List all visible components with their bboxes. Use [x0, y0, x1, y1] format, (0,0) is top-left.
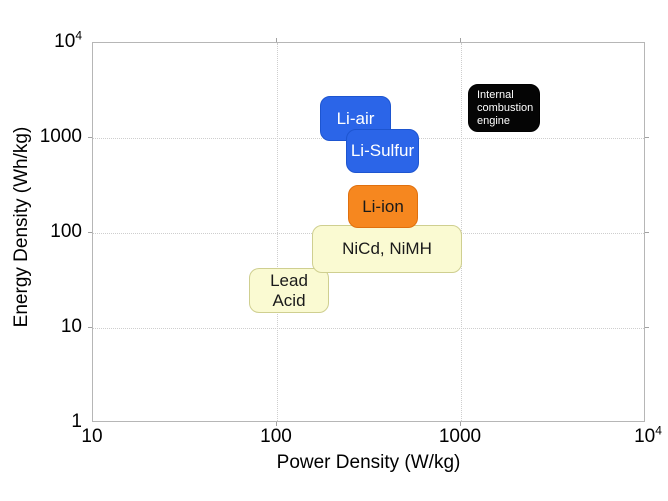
- x-tick-label-1000: 1000: [438, 426, 482, 447]
- region-ice-label-line3: engine: [477, 114, 511, 127]
- region-li-ion-label: Li-ion: [362, 196, 404, 216]
- y-tick-label-1: 1: [71, 411, 82, 432]
- y-axis-tick-left-1000: [88, 137, 92, 138]
- plot-area: Lead Acid NiCd, NiMH Li-ion Li-air Li-Su…: [92, 42, 645, 422]
- y-axis-tick-left-100: [88, 232, 92, 233]
- y-tick-label-10e4: 104: [54, 28, 82, 52]
- y-axis-tick-right-100: [645, 232, 649, 233]
- x-tick-label-10e4: 104: [634, 423, 662, 447]
- region-nicd-nimh: NiCd, NiMH: [312, 225, 462, 273]
- x-axis-tick-top-1000: [460, 38, 461, 42]
- region-internal-combustion-engine: Internal combustion engine: [468, 84, 540, 132]
- x-tick-exponent: 4: [655, 423, 662, 438]
- y-axis-tick-left-10: [88, 327, 92, 328]
- gridline-y-10: [93, 328, 644, 329]
- y-tick-exponent: 4: [75, 28, 82, 43]
- x-axis-tick-bottom-100: [276, 422, 277, 426]
- x-axis-tick-top-100: [276, 38, 277, 42]
- region-lead-acid-label-line1: Lead: [270, 270, 308, 290]
- y-axis-title: Energy Density (Wh/kg): [11, 126, 32, 328]
- x-axis-tick-bottom-1000: [460, 422, 461, 426]
- region-li-air-label: Li-air: [336, 108, 375, 128]
- region-li-sulfur-label: Li-Sulfur: [350, 141, 415, 160]
- region-li-ion: Li-ion: [348, 185, 418, 228]
- x-tick-label-100: 100: [260, 426, 292, 447]
- gridline-x-100: [277, 43, 278, 421]
- region-ice-label-line2: combustion: [477, 101, 534, 114]
- region-ice-label-line1: Internal: [477, 88, 514, 101]
- y-axis-tick-right-1000: [645, 137, 649, 138]
- y-axis-tick-right-10: [645, 327, 649, 328]
- region-nicd-nimh-label: NiCd, NiMH: [342, 239, 432, 258]
- region-li-sulfur: Li-Sulfur: [346, 129, 419, 173]
- y-tick-label-10: 10: [60, 316, 82, 337]
- y-tick-label-1000: 1000: [39, 126, 82, 147]
- region-lead-acid: Lead Acid: [249, 268, 329, 313]
- x-axis-title: Power Density (W/kg): [276, 452, 461, 473]
- y-tick-label-100: 100: [50, 221, 82, 242]
- region-lead-acid-label-line2: Acid: [272, 290, 306, 310]
- x-tick-label-10: 10: [81, 426, 103, 447]
